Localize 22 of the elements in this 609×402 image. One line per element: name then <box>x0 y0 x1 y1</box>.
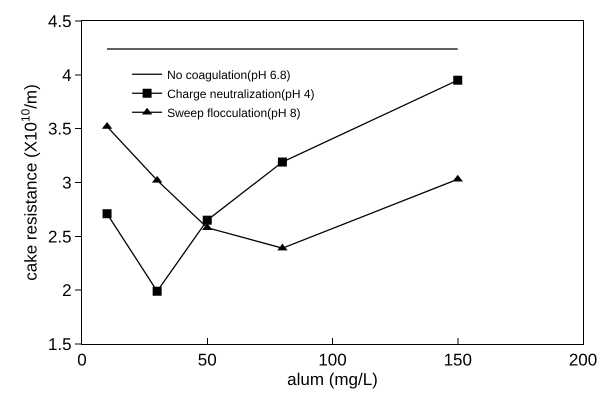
point <box>152 286 162 296</box>
y-tick-label: 3 <box>62 173 72 192</box>
legend-label: Charge neutralization(pH 4) <box>167 86 315 101</box>
x-tick-label: 100 <box>318 350 347 370</box>
point <box>452 174 463 182</box>
y-tick-label: 2 <box>62 281 72 300</box>
y-tick-label: 4 <box>62 66 72 85</box>
y-tick-label: 4.5 <box>48 12 72 31</box>
x-tick-label: 150 <box>444 350 472 370</box>
x-tick-label: 50 <box>198 350 217 370</box>
y-tick-label: 3.5 <box>48 120 72 139</box>
point <box>453 76 462 85</box>
point <box>202 216 212 225</box>
point <box>278 158 287 167</box>
y-tick-label: 2.5 <box>48 227 72 246</box>
x-axis-title: alum (mg/L) <box>287 370 378 389</box>
x-tick-label: 200 <box>568 350 598 370</box>
point <box>102 209 112 218</box>
x-tick-label: 0 <box>77 350 87 370</box>
y-tick-label: 1.5 <box>48 334 72 354</box>
legend-label: No coagulation(pH 6.8) <box>167 68 290 82</box>
legend-label: Sweep flocculation(pH 8) <box>167 106 300 120</box>
